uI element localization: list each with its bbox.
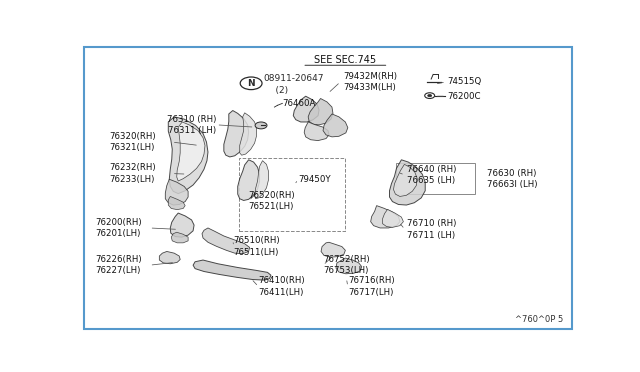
Polygon shape bbox=[202, 228, 250, 254]
Polygon shape bbox=[304, 122, 329, 141]
Text: 79450Y: 79450Y bbox=[298, 175, 331, 184]
Text: 74515Q: 74515Q bbox=[447, 77, 481, 86]
Text: 76226(RH)
76227(LH): 76226(RH) 76227(LH) bbox=[95, 255, 141, 275]
Text: N: N bbox=[247, 79, 255, 88]
Polygon shape bbox=[168, 196, 185, 210]
Polygon shape bbox=[159, 251, 180, 264]
Text: 76752(RH)
76753(LH): 76752(RH) 76753(LH) bbox=[323, 255, 370, 275]
Polygon shape bbox=[168, 117, 208, 193]
Polygon shape bbox=[172, 232, 188, 243]
Text: 76320(RH)
76321(LH): 76320(RH) 76321(LH) bbox=[110, 132, 156, 152]
Polygon shape bbox=[237, 160, 260, 201]
Text: 76460A: 76460A bbox=[282, 99, 316, 108]
Bar bbox=[396, 163, 475, 194]
Polygon shape bbox=[390, 160, 425, 205]
Text: SEE SEC.745: SEE SEC.745 bbox=[314, 55, 376, 65]
Text: 76640 (RH)
76635 (LH): 76640 (RH) 76635 (LH) bbox=[408, 165, 457, 185]
Polygon shape bbox=[383, 209, 403, 227]
Polygon shape bbox=[323, 114, 348, 137]
Polygon shape bbox=[165, 179, 188, 205]
Text: 76520(RH)
76521(LH): 76520(RH) 76521(LH) bbox=[249, 190, 295, 211]
Polygon shape bbox=[371, 206, 400, 228]
Polygon shape bbox=[321, 242, 346, 257]
Text: 76716(RH)
76717(LH): 76716(RH) 76717(LH) bbox=[348, 276, 394, 297]
Text: 76630 (RH)
76663l (LH): 76630 (RH) 76663l (LH) bbox=[486, 169, 537, 189]
Polygon shape bbox=[170, 213, 194, 237]
Text: ^760^0P 5: ^760^0P 5 bbox=[515, 315, 564, 324]
Polygon shape bbox=[255, 161, 269, 199]
Text: 76710 (RH)
76711 (LH): 76710 (RH) 76711 (LH) bbox=[408, 219, 457, 240]
Text: 76410(RH)
76411(LH): 76410(RH) 76411(LH) bbox=[259, 276, 305, 297]
Polygon shape bbox=[193, 260, 271, 280]
Text: 76310 (RH)
76311 (LH): 76310 (RH) 76311 (LH) bbox=[167, 115, 216, 135]
Text: 76200(RH)
76201(LH): 76200(RH) 76201(LH) bbox=[95, 218, 141, 238]
Polygon shape bbox=[224, 110, 249, 157]
Polygon shape bbox=[240, 113, 257, 155]
Polygon shape bbox=[308, 99, 333, 125]
Text: 76510(RH)
76511(LH): 76510(RH) 76511(LH) bbox=[234, 236, 280, 257]
Polygon shape bbox=[394, 164, 417, 196]
Text: 76200C: 76200C bbox=[447, 92, 481, 101]
Text: 08911-20647
    (2): 08911-20647 (2) bbox=[264, 74, 324, 94]
Text: 79432M(RH)
79433M(LH): 79432M(RH) 79433M(LH) bbox=[343, 72, 397, 92]
Bar bbox=[239, 158, 346, 231]
Circle shape bbox=[255, 122, 267, 129]
Text: 76232(RH)
76233(LH): 76232(RH) 76233(LH) bbox=[110, 163, 156, 184]
Circle shape bbox=[428, 94, 431, 97]
Polygon shape bbox=[293, 96, 319, 122]
Polygon shape bbox=[336, 258, 362, 274]
Polygon shape bbox=[177, 122, 205, 181]
